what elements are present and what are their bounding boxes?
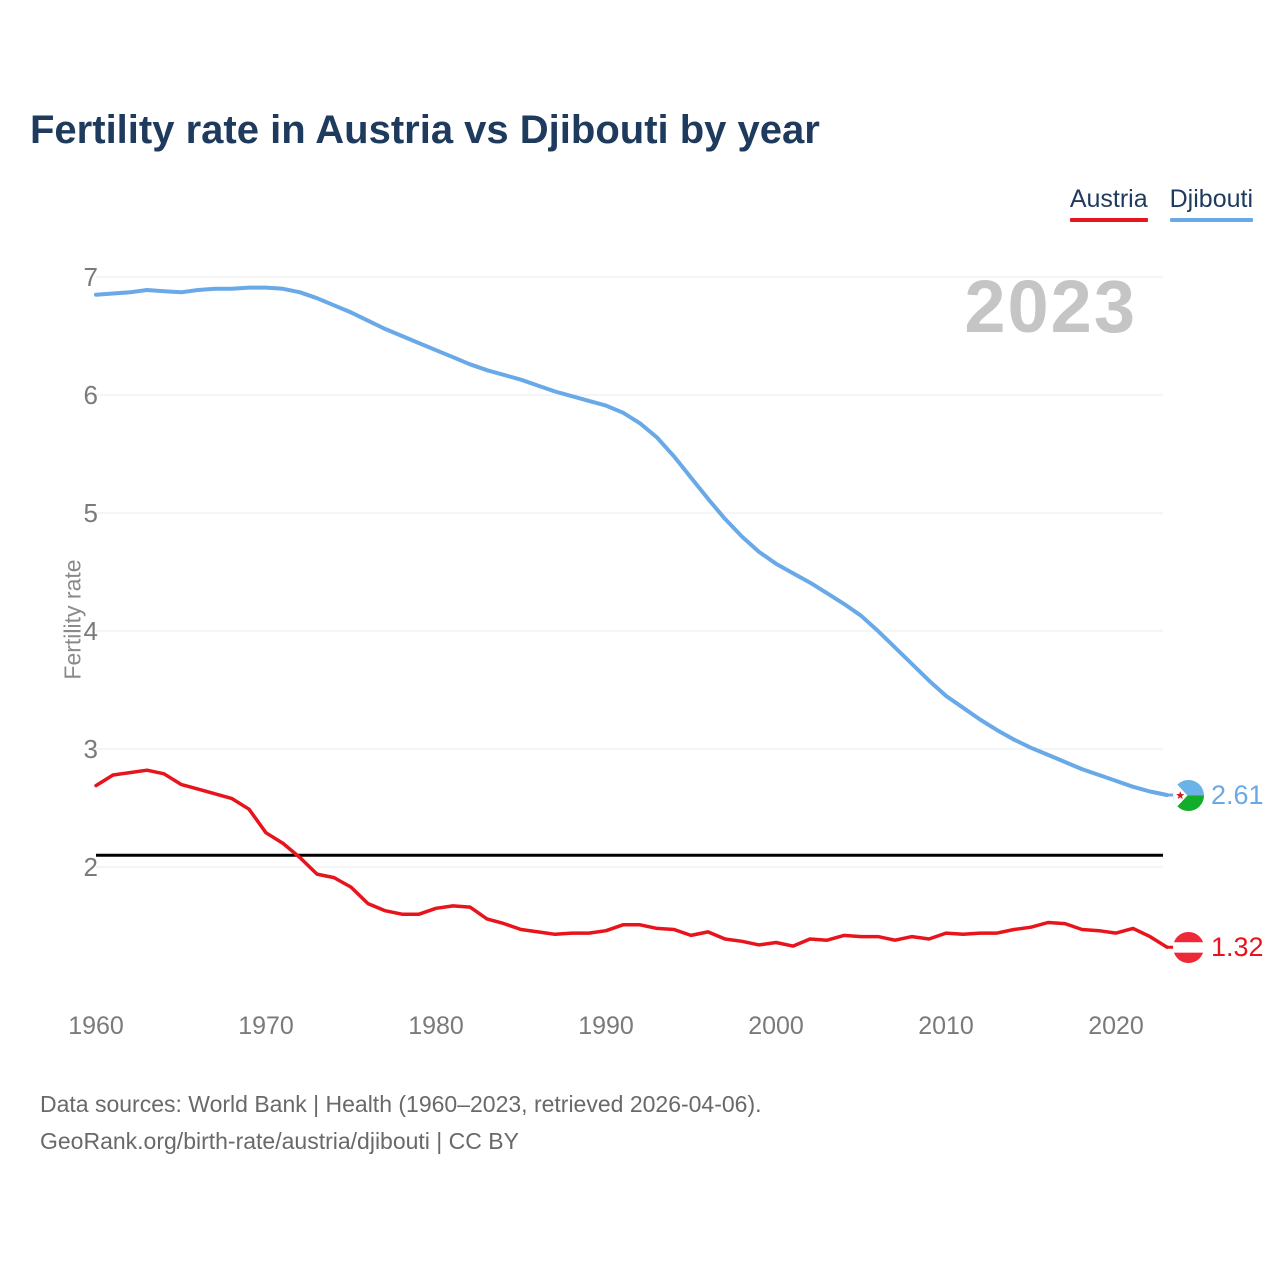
x-tick-label-2000: 2000 xyxy=(748,1012,804,1040)
x-tick-label-1990: 1990 xyxy=(578,1012,634,1040)
y-tick-label-5: 5 xyxy=(83,498,98,528)
legend-underline-austria xyxy=(1069,218,1148,222)
series-line-djibouti[interactable] xyxy=(94,285,1169,797)
x-tick-label-1960: 1960 xyxy=(68,1012,124,1040)
page-title: Fertility rate in Austria vs Djibouti by… xyxy=(30,108,820,152)
chart-canvas[interactable] xyxy=(0,0,1280,1080)
legend-label-austria: Austria xyxy=(1069,185,1148,213)
end-value-austria: 1.32 xyxy=(1211,931,1264,962)
djibouti-flag-icon xyxy=(1173,779,1204,811)
y-axis-title: Fertility rate xyxy=(59,559,86,680)
legend-label-djibouti: Djibouti xyxy=(1169,185,1253,213)
footer-sources-line: Data sources: World Bank | Health (1960–… xyxy=(40,1091,762,1117)
y-tick-label-4: 4 xyxy=(83,616,98,646)
x-tick-label-1980: 1980 xyxy=(408,1012,464,1040)
watermark-year: 2023 xyxy=(964,265,1137,348)
y-tick-label-6: 6 xyxy=(83,380,98,410)
x-tick-label-1970: 1970 xyxy=(238,1012,294,1040)
end-label-austria: 1.32 xyxy=(1173,931,1264,963)
austria-flag-icon xyxy=(1173,931,1204,963)
footer-attribution-line: GeoRank.org/birth-rate/austria/djibouti … xyxy=(40,1128,519,1154)
end-value-djibouti: 2.61 xyxy=(1211,779,1264,810)
y-tick-label-7: 7 xyxy=(83,262,98,292)
legend-underline-djibouti xyxy=(1169,218,1253,222)
y-tick-label-2: 2 xyxy=(83,852,98,882)
y-tick-label-3: 3 xyxy=(83,734,98,764)
footer: Data sources: World Bank | Health (1960–… xyxy=(40,1086,762,1160)
end-label-djibouti: 2.61 xyxy=(1173,779,1264,811)
x-tick-label-2010: 2010 xyxy=(918,1012,974,1040)
x-tick-label-2020: 2020 xyxy=(1088,1012,1144,1040)
series-line-austria[interactable] xyxy=(94,768,1169,949)
legend-item-austria[interactable]: Austria xyxy=(1069,185,1148,222)
legend-item-djibouti[interactable]: Djibouti xyxy=(1169,185,1253,222)
legend: Austria Djibouti xyxy=(1069,185,1253,222)
